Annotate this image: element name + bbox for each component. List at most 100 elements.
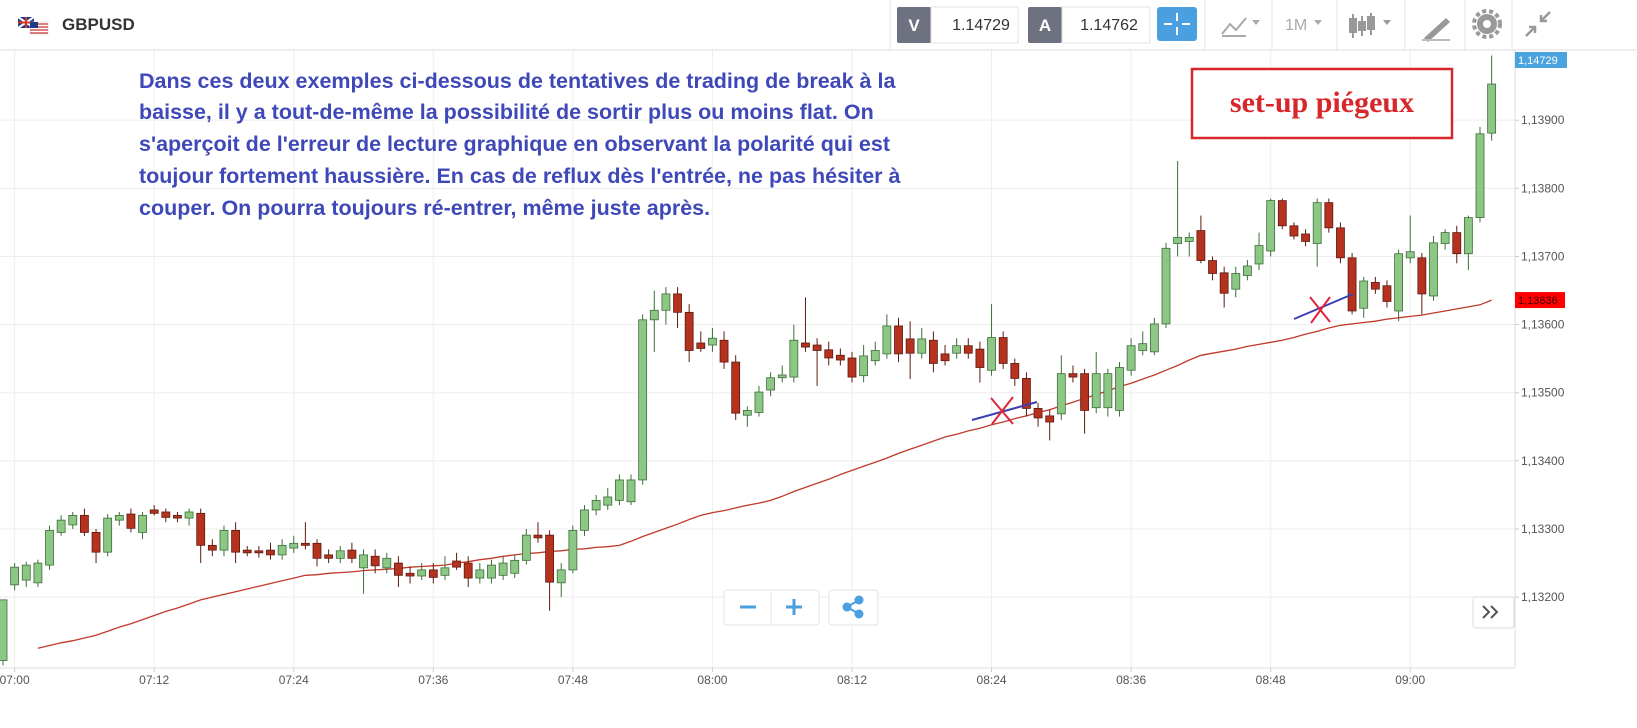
x-tick-label: 07:36 <box>418 673 448 687</box>
candle-body <box>45 529 54 566</box>
candle-body <box>603 496 613 506</box>
candle-body <box>894 325 903 355</box>
ma-tag-label: 1,13636 <box>1518 295 1558 307</box>
candle-body <box>1138 343 1148 351</box>
zoom-controls <box>723 589 879 626</box>
candle-body <box>1080 373 1089 411</box>
candle-body <box>394 562 403 576</box>
annotation-text: Dans ces deux exemples ci-dessous de ten… <box>139 69 901 220</box>
ask-badge[interactable] <box>1028 7 1062 43</box>
moving-average <box>37 299 1492 649</box>
candle-body <box>510 559 520 574</box>
ask-box[interactable] <box>1061 6 1151 44</box>
candle-body <box>614 479 624 501</box>
crosshair-button[interactable] <box>1157 7 1197 41</box>
chart-type-button[interactable] <box>1349 13 1391 38</box>
price-tag <box>1515 52 1567 68</box>
candle-body <box>498 562 508 576</box>
x-tick-label: 07:48 <box>558 673 588 687</box>
y-tick-label: 1,13200 <box>1521 590 1565 604</box>
x-tick-label: 08:00 <box>697 673 727 687</box>
candle-body <box>382 557 392 569</box>
candle-body <box>1266 200 1276 252</box>
candle-body <box>68 514 78 526</box>
candle-body <box>1033 407 1043 419</box>
symbol: GBPUSD <box>62 15 135 34</box>
ma-tag <box>1515 292 1565 309</box>
candle-body <box>277 544 287 556</box>
candle-body <box>1312 202 1322 244</box>
candle-body <box>870 350 880 362</box>
candle-body <box>1184 236 1194 242</box>
candle-body <box>231 529 241 553</box>
y-tick-label: 1,13700 <box>1521 249 1565 263</box>
candle-body <box>1254 245 1264 265</box>
candle-body <box>1347 257 1357 312</box>
candle-body <box>1126 345 1136 371</box>
callout-box <box>1190 67 1454 140</box>
x-tick-label: 08:12 <box>837 673 867 687</box>
y-tick-label: 1,13600 <box>1521 318 1565 332</box>
bid-box[interactable] <box>930 6 1019 44</box>
candle-body <box>638 319 648 481</box>
ask-price: 1.14762 <box>1080 17 1138 34</box>
bid-badge[interactable] <box>897 7 931 43</box>
settings-button[interactable] <box>1472 9 1502 39</box>
candle-body <box>266 549 275 556</box>
candle-body <box>1429 242 1438 297</box>
candle-body <box>626 479 636 503</box>
candle-body <box>56 519 66 533</box>
axes: 1,13200 1,13300 1,13400 1,13500 1,13600 1,137… <box>0 52 1567 687</box>
candle-body <box>824 349 834 359</box>
candle-body <box>1208 260 1217 274</box>
collapse-button[interactable] <box>1525 11 1551 37</box>
y-tick-label: 1,13800 <box>1521 181 1565 195</box>
candle-body <box>673 293 682 313</box>
draw-button[interactable] <box>1422 18 1450 42</box>
x-tick-label: 07:24 <box>279 673 309 687</box>
candle-body <box>731 361 741 414</box>
moving-average-layer <box>37 299 1492 649</box>
candle-body <box>591 499 601 511</box>
candle-body <box>335 550 345 559</box>
candle-body <box>789 339 799 378</box>
candle-body <box>1487 83 1497 134</box>
candle-body <box>1417 257 1427 295</box>
candle-body <box>1056 373 1066 415</box>
candle-body <box>521 534 531 561</box>
candle-body <box>940 353 950 362</box>
candle-body <box>545 534 555 583</box>
candle-body <box>21 564 31 581</box>
candle-body <box>219 529 229 551</box>
annotation-line: baisse, il y a tout-de-même la possibili… <box>139 100 874 124</box>
candle-body <box>475 569 485 579</box>
y-tick-label: 1,13900 <box>1521 113 1565 127</box>
candle-body <box>1475 133 1485 219</box>
candle-body <box>859 355 869 377</box>
timeframe[interactable]: 1M <box>1285 17 1307 34</box>
share-button[interactable] <box>842 595 864 619</box>
bid-label: V <box>908 16 920 35</box>
candle-body <box>254 550 264 554</box>
candle-body <box>1091 373 1101 409</box>
price-tag-label: 1,14729 <box>1518 55 1558 67</box>
candle-body <box>1324 202 1334 229</box>
candle-body <box>1405 251 1415 259</box>
annotation-line: Dans ces deux exemples ci-dessous de ten… <box>139 69 896 93</box>
candle-body <box>835 354 845 361</box>
candle-body <box>649 309 659 321</box>
candle-body <box>1219 272 1229 294</box>
candle-body <box>1382 285 1392 302</box>
candle-body <box>370 555 380 567</box>
zoom-in[interactable] <box>786 599 802 615</box>
candle-body <box>568 529 578 571</box>
candle-body <box>1173 236 1183 244</box>
scroll-end-button[interactable] <box>1472 596 1515 629</box>
candle-body <box>533 534 543 539</box>
candle-body <box>766 377 775 391</box>
candle-body <box>963 345 973 354</box>
candle-body <box>777 374 787 379</box>
candle-body <box>882 325 892 355</box>
indicator-button[interactable] <box>1221 17 1260 37</box>
